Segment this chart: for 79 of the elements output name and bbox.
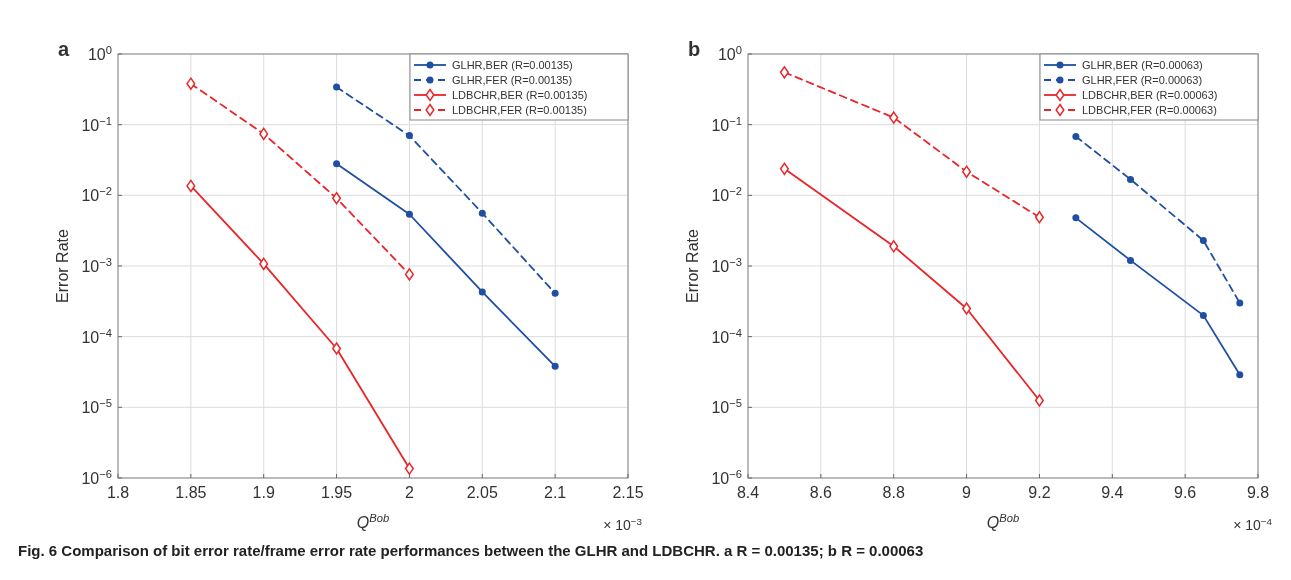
y-tick-label: 10$^{−6}$ bbox=[81, 468, 112, 487]
point bbox=[1236, 299, 1244, 307]
point bbox=[1034, 210, 1044, 224]
point bbox=[779, 162, 789, 176]
point bbox=[889, 240, 899, 253]
x-tick-label: 1.8 bbox=[106, 484, 130, 501]
x-tick-label: 1.95 bbox=[321, 484, 353, 501]
point bbox=[1072, 214, 1080, 222]
point bbox=[186, 77, 196, 90]
point bbox=[1034, 394, 1044, 407]
x-tick-label: 9.8 bbox=[1246, 484, 1270, 501]
point bbox=[259, 127, 269, 141]
point bbox=[405, 132, 413, 140]
legend-label: GLHR,BER (R=0.00063) bbox=[1082, 59, 1203, 71]
x-tick-label: 8.8 bbox=[882, 484, 905, 501]
y-tick-label: 10$^{−1}$ bbox=[81, 114, 112, 134]
x-tick-label: 9.6 bbox=[1174, 484, 1197, 501]
legend-label: LDBCHR,BER (R=0.00063) bbox=[1082, 89, 1218, 101]
point bbox=[779, 66, 789, 79]
legend-label: LDBCHR,FER (R=0.00135) bbox=[452, 104, 587, 116]
x-tick-label: 1.9 bbox=[252, 484, 275, 501]
chart-title: a bbox=[58, 38, 70, 60]
text: × 10$^{−4}$ bbox=[1233, 515, 1273, 533]
text: × 10$^{−3}$ bbox=[603, 515, 643, 533]
x-tick-label: 2 bbox=[404, 484, 414, 501]
point bbox=[333, 83, 341, 91]
y-tick-label: 10$^{−5}$ bbox=[711, 397, 742, 417]
legend-label: LDBCHR,FER (R=0.00063) bbox=[1082, 104, 1217, 116]
y-tick-label: 10$^{−3}$ bbox=[711, 256, 742, 275]
point bbox=[478, 288, 486, 296]
point bbox=[332, 191, 342, 205]
y-axis-title: Error Rate bbox=[54, 229, 71, 303]
chart-title: b bbox=[688, 38, 701, 60]
point bbox=[1127, 175, 1134, 183]
point bbox=[1199, 236, 1207, 244]
y-tick-label: 10$^{−4}$ bbox=[711, 326, 742, 346]
y-tick-label: 10$^{−5}$ bbox=[81, 397, 112, 417]
legend-label: GLHR,FER (R=0.00063) bbox=[1082, 74, 1203, 86]
legend-label: GLHR,BER (R=0.00135) bbox=[452, 59, 573, 71]
point bbox=[404, 268, 414, 281]
point bbox=[1236, 371, 1244, 379]
y-tick-label: 10$^{−2}$ bbox=[81, 185, 112, 205]
point bbox=[333, 160, 341, 168]
point bbox=[1199, 311, 1207, 319]
y-axis-title: Error Rate bbox=[684, 229, 701, 303]
point bbox=[551, 362, 559, 370]
y-tick-label: 10$^{−2}$ bbox=[711, 185, 742, 205]
x-tick-label: 8.6 bbox=[809, 484, 833, 501]
point bbox=[478, 209, 486, 217]
y-tick-label: 10$^{−1}$ bbox=[711, 114, 742, 134]
x-tick-label: 9.4 bbox=[1101, 484, 1124, 501]
y-tick-label: 10$^{0}$ bbox=[717, 44, 742, 63]
x-tick-label: 8.4 bbox=[736, 484, 760, 501]
x-tick-label: 2.05 bbox=[466, 484, 498, 501]
x-tick-label: 2.15 bbox=[612, 484, 644, 501]
point bbox=[1072, 133, 1080, 140]
y-tick-label: 10$^{−6}$ bbox=[711, 468, 742, 487]
point bbox=[186, 179, 196, 193]
point bbox=[551, 289, 559, 297]
point bbox=[332, 342, 342, 355]
caption: Fig. 6 Comparison of bit error rate/frame error rate performances between the GLHR and LDBCHR. a R = 0.00135; b R = 0.00063 bbox=[18, 542, 924, 559]
point bbox=[259, 257, 269, 271]
x-axis-title: Q$^{Bob}$ bbox=[356, 512, 390, 531]
y-tick-label: 10$^{0}$ bbox=[87, 44, 112, 63]
legend-label: GLHR,FER (R=0.00135) bbox=[452, 74, 573, 86]
x-tick-label: 9 bbox=[962, 484, 972, 501]
y-tick-label: 10$^{−3}$ bbox=[81, 256, 112, 275]
point bbox=[889, 111, 899, 124]
x-tick-label: 9.2 bbox=[1028, 484, 1051, 501]
legend-label: LDBCHR,BER (R=0.00135) bbox=[452, 89, 588, 101]
point bbox=[1127, 256, 1134, 264]
x-axis-title: Q$^{Bob}$ bbox=[986, 512, 1020, 531]
point bbox=[405, 210, 413, 218]
point bbox=[404, 462, 414, 475]
x-tick-label: 2.1 bbox=[544, 484, 567, 501]
x-tick-label: 1.85 bbox=[175, 484, 207, 501]
point bbox=[962, 165, 972, 178]
y-tick-label: 10$^{−4}$ bbox=[81, 326, 112, 346]
point bbox=[962, 302, 972, 315]
